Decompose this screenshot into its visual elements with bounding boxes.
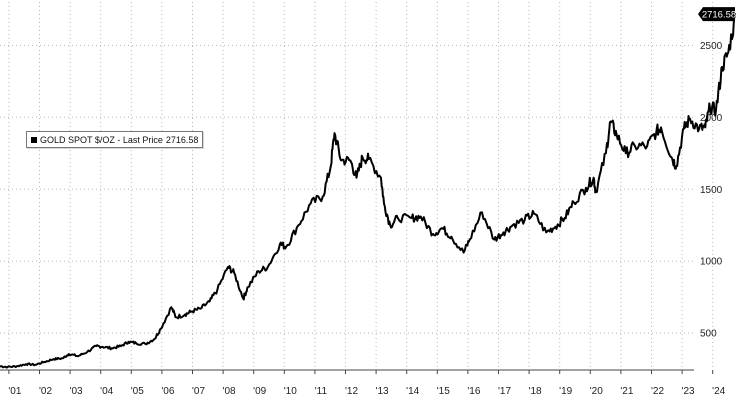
x-tick-label: '18 (529, 386, 542, 397)
chart-legend: GOLD SPOT $/OZ - Last Price 2716.58 (26, 131, 204, 148)
x-tick-label: '06 (161, 386, 174, 397)
x-tick-label: '20 (590, 386, 603, 397)
x-tick-label: '15 (437, 386, 450, 397)
x-tick-label: '11 (315, 386, 328, 397)
x-tick-label: '13 (376, 386, 389, 397)
x-tick-label: '16 (467, 386, 480, 397)
x-tick-label: '08 (223, 386, 236, 397)
x-tick-label: '09 (253, 386, 266, 397)
x-tick-label: '01 (8, 386, 21, 397)
y-tick-label: 1500 (700, 185, 723, 196)
price-series (0, 13, 736, 369)
chart-grid (0, 2, 714, 370)
legend-series-label: GOLD SPOT $/OZ - Last Price (40, 134, 163, 145)
y-tick-label: 500 (700, 329, 717, 340)
x-tick-label: '24 (712, 386, 725, 397)
legend-swatch-icon (31, 136, 37, 143)
x-tick-label: '17 (498, 386, 511, 397)
x-tick-label: '10 (284, 386, 297, 397)
y-tick-label: 1000 (700, 257, 723, 268)
x-tick-label: '21 (620, 386, 633, 397)
x-tick-label: '19 (559, 386, 572, 397)
last-value-tag-shape (698, 7, 735, 22)
last-value-tag: 2716.58 (698, 7, 736, 22)
last-value-tag-text: 2716.58 (702, 10, 736, 21)
legend-last-price: 2716.58 (165, 134, 199, 145)
x-tick-label: '22 (651, 386, 664, 397)
y-tick-label: 2500 (700, 41, 723, 52)
x-tick-label: '07 (192, 386, 205, 397)
price-line (0, 13, 736, 369)
x-tick-label: '14 (406, 386, 419, 397)
x-tick-label: '03 (70, 386, 83, 397)
axis-tick-labels: 500 1000 1500 2000 2500 '01 '02 '03 '04 '05 '06 '07… (0, 41, 726, 397)
x-tick-label: '12 (345, 386, 358, 397)
x-tick-label: '02 (39, 386, 52, 397)
x-tick-label: '04 (100, 386, 113, 397)
x-tick-label: '23 (682, 386, 695, 397)
x-tick-label: '05 (131, 386, 144, 397)
y-tick-label: 2000 (700, 113, 723, 124)
